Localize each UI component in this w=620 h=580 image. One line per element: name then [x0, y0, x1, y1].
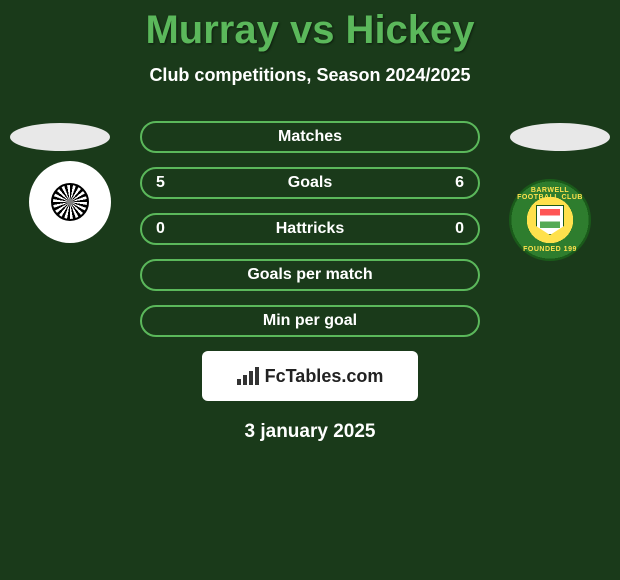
stat-row-matches: Matches: [140, 121, 480, 153]
generation-date: 3 january 2025: [0, 421, 620, 443]
stat-label: Goals: [288, 174, 332, 192]
bar-chart-icon: [237, 367, 259, 385]
stat-label: Goals per match: [247, 266, 372, 284]
stats-container: Matches 5 Goals 6 0 Hattricks 0 Goals pe…: [0, 121, 620, 337]
stat-row-goals-per-match: Goals per match: [140, 259, 480, 291]
stat-label: Matches: [278, 128, 342, 146]
stat-row-hattricks: 0 Hattricks 0: [140, 213, 480, 245]
stat-label: Min per goal: [263, 312, 357, 330]
stat-left-value: 0: [156, 220, 165, 238]
page-subtitle: Club competitions, Season 2024/2025: [0, 65, 620, 86]
stat-right-value: 6: [455, 174, 464, 192]
attribution-logo: FcTables.com: [202, 351, 418, 401]
stat-row-goals: 5 Goals 6: [140, 167, 480, 199]
page-title: Murray vs Hickey: [0, 0, 620, 53]
stat-left-value: 5: [156, 174, 165, 192]
stat-label: Hattricks: [276, 220, 344, 238]
logo-text: FcTables.com: [265, 366, 384, 387]
stat-right-value: 0: [455, 220, 464, 238]
stat-row-min-per-goal: Min per goal: [140, 305, 480, 337]
